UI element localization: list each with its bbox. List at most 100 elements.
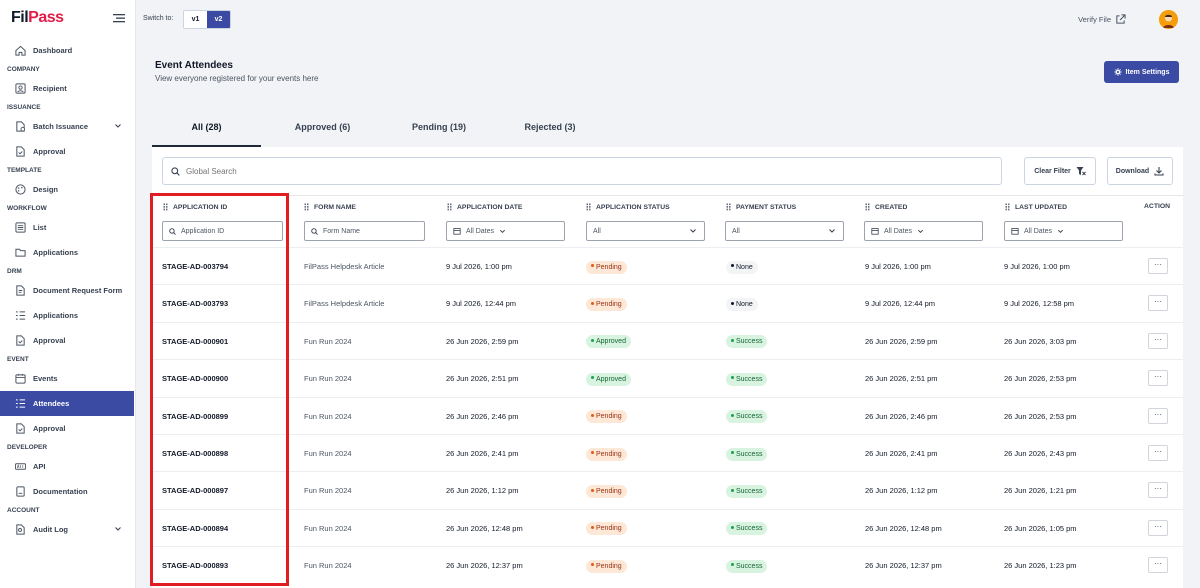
version-v2-button[interactable]: v2: [207, 11, 230, 28]
section-developer: DEVELOPER: [7, 444, 48, 451]
application-status-filter[interactable]: All: [586, 221, 705, 241]
application-status-cell: Pending: [586, 547, 627, 584]
sidebar-item-list[interactable]: List: [0, 215, 136, 240]
table-row[interactable]: STAGE-AD-000901 Fun Run 2024 26 Jun 2026, …: [152, 321, 1183, 359]
tab-rejected[interactable]: Rejected (3): [524, 122, 576, 132]
drag-handle-icon[interactable]: [726, 203, 731, 211]
sidebar-item-attendees[interactable]: Attendees: [0, 391, 134, 416]
column-header-created[interactable]: CREATED: [865, 203, 907, 211]
sidebar-item-drm-approval[interactable]: Approval: [0, 328, 136, 353]
sidebar-item-label: API: [33, 462, 46, 471]
download-button[interactable]: Download: [1107, 157, 1173, 185]
status-dot-icon: [591, 563, 594, 567]
payment-status-filter[interactable]: All: [725, 221, 844, 241]
column-header-application-date[interactable]: APPLICATION DATE: [447, 203, 522, 211]
tab-all[interactable]: All (28): [152, 113, 261, 147]
sidebar-item-label: Events: [33, 374, 58, 383]
application-date-filter[interactable]: All Dates: [446, 221, 565, 241]
status-badge: None: [726, 297, 758, 311]
sidebar-item-documentation[interactable]: Documentation: [0, 479, 136, 504]
table-row[interactable]: STAGE-AD-003794 FilPass Helpdesk Article 9…: [152, 247, 1183, 284]
column-header-form-name[interactable]: FORM NAME: [304, 203, 356, 211]
status-text: Success: [736, 450, 763, 458]
drag-handle-icon[interactable]: [1005, 203, 1010, 211]
row-actions-button[interactable]: ···: [1148, 445, 1168, 461]
table-row[interactable]: STAGE-AD-003793 FilPass Helpdesk Article 9…: [152, 284, 1183, 321]
verify-file-link[interactable]: Verify File: [1078, 14, 1126, 25]
sidebar-item-workflow-applications[interactable]: Applications: [0, 240, 136, 265]
row-actions-button[interactable]: ···: [1148, 295, 1168, 312]
table-row[interactable]: STAGE-AD-000894 Fun Run 2024 26 Jun 2026, …: [152, 508, 1183, 546]
verify-file-label: Verify File: [1078, 15, 1111, 24]
form-name-cell: Fun Run 2024: [304, 486, 352, 496]
drag-handle-icon[interactable]: [586, 203, 591, 211]
sidebar-item-design[interactable]: Design: [0, 177, 136, 202]
global-search-input[interactable]: [186, 166, 966, 176]
drag-handle-icon[interactable]: [865, 203, 870, 211]
sidebar-item-document-request-form[interactable]: Document Request Form: [0, 278, 136, 303]
status-text: Pending: [596, 263, 622, 271]
row-actions-button[interactable]: ···: [1148, 407, 1168, 424]
column-header-application-status[interactable]: APPLICATION STATUS: [586, 203, 670, 211]
document-stack-icon: [14, 121, 26, 133]
column-header-application-id[interactable]: APPLICATION ID: [163, 203, 227, 211]
sidebar-item-events[interactable]: Events: [0, 366, 136, 391]
top-bar: Switch to: v1 v2 Verify File: [136, 0, 1200, 38]
row-actions-button[interactable]: ···: [1148, 519, 1168, 536]
row-actions-button[interactable]: ···: [1148, 370, 1168, 387]
chevron-down-icon: [115, 124, 121, 128]
table-row[interactable]: STAGE-AD-000898 Fun Run 2024 26 Jun 2026, …: [152, 434, 1183, 471]
row-actions-button[interactable]: ···: [1148, 557, 1168, 574]
drag-handle-icon[interactable]: [447, 203, 452, 211]
column-header-payment-status[interactable]: PAYMENT STATUS: [726, 203, 796, 211]
application-id-cell: STAGE-AD-000894: [162, 523, 229, 533]
application-date-cell: 9 Jul 2026, 12:44 pm: [446, 299, 517, 309]
sidebar-item-batch-issuance[interactable]: Batch Issuance: [0, 114, 136, 139]
clear-filter-button[interactable]: Clear Filter: [1024, 157, 1096, 185]
created-filter[interactable]: All Dates: [864, 221, 983, 241]
created-cell: 26 Jun 2026, 12:37 pm: [865, 561, 942, 571]
table-row[interactable]: STAGE-AD-000893 Fun Run 2024 26 Jun 2026, …: [152, 546, 1183, 583]
row-actions-button[interactable]: ···: [1148, 258, 1168, 274]
drag-handle-icon[interactable]: [304, 203, 309, 211]
section-company: COMPANY: [7, 66, 40, 73]
application-id-filter[interactable]: Application ID: [162, 221, 283, 241]
status-badge: Success: [726, 372, 768, 386]
item-settings-button[interactable]: Item Settings: [1104, 61, 1179, 83]
application-id-cell: STAGE-AD-000893: [162, 561, 229, 571]
form-name-cell: Fun Run 2024: [304, 561, 352, 571]
row-actions-button[interactable]: ···: [1148, 482, 1168, 499]
last-updated-filter[interactable]: All Dates: [1004, 221, 1123, 241]
sidebar-item-event-approval[interactable]: Approval: [0, 416, 136, 441]
sidebar-item-issuance-approval[interactable]: Approval: [0, 139, 136, 164]
application-date-cell: 26 Jun 2026, 12:48 pm: [446, 523, 523, 533]
chevron-down-icon: [1057, 229, 1064, 233]
tab-approved[interactable]: Approved (6): [294, 122, 351, 132]
sidebar-item-api[interactable]: API: [0, 454, 136, 479]
version-v1-button[interactable]: v1: [184, 11, 207, 28]
row-actions-button[interactable]: ···: [1148, 332, 1168, 349]
form-name-filter[interactable]: Form Name: [304, 221, 425, 241]
table-row[interactable]: STAGE-AD-000897 Fun Run 2024 26 Jun 2026, …: [152, 471, 1183, 508]
created-cell: 26 Jun 2026, 2:51 pm: [865, 374, 938, 384]
column-header-last-updated[interactable]: LAST UPDATED: [1005, 203, 1067, 211]
sidebar-item-audit-log[interactable]: Audit Log: [0, 517, 136, 542]
tab-pending[interactable]: Pending (19): [411, 122, 466, 132]
last-updated-cell: 26 Jun 2026, 1:23 pm: [1004, 561, 1077, 571]
sidebar-item-label: Dashboard: [33, 46, 73, 55]
table-row[interactable]: STAGE-AD-000900 Fun Run 2024 26 Jun 2026, …: [152, 359, 1183, 396]
last-updated-cell: 26 Jun 2026, 2:53 pm: [1004, 411, 1077, 421]
version-switch: v1 v2: [183, 10, 231, 29]
app-logo[interactable]: FilPass: [11, 9, 64, 27]
user-avatar[interactable]: [1159, 10, 1178, 29]
drag-handle-icon[interactable]: [163, 203, 168, 211]
sidebar-item-drm-applications[interactable]: Applications: [0, 303, 136, 328]
table-row[interactable]: STAGE-AD-000899 Fun Run 2024 26 Jun 2026, …: [152, 396, 1183, 434]
section-drm: DRM: [7, 268, 22, 275]
sidebar-item-dashboard[interactable]: Dashboard: [0, 38, 136, 63]
application-id-cell: STAGE-AD-000900: [162, 374, 229, 384]
status-text: Success: [736, 413, 763, 421]
menu-collapse-icon[interactable]: [113, 13, 125, 23]
sidebar-item-recipient[interactable]: Recipient: [0, 76, 136, 101]
section-account: ACCOUNT: [7, 507, 40, 514]
